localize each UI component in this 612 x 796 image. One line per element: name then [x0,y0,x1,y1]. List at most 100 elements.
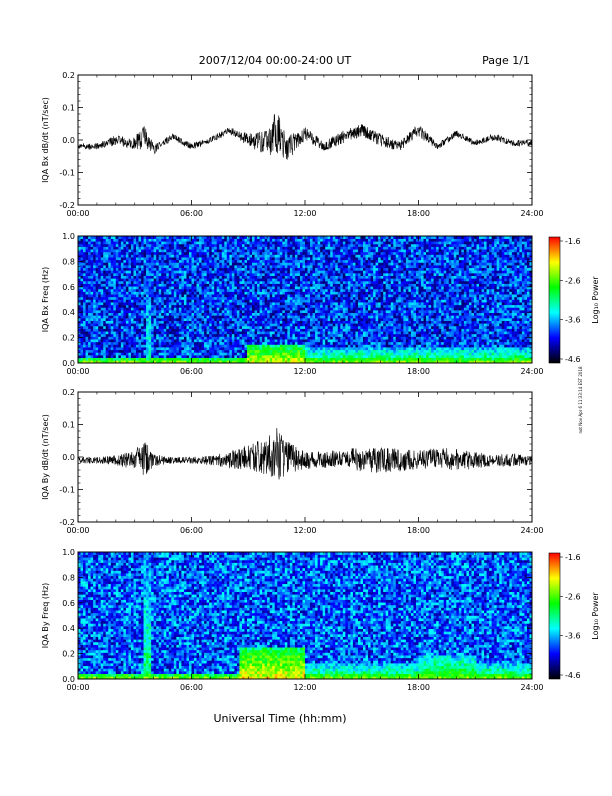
spectrogram-cell [214,305,217,308]
spectrogram-cell [156,292,159,295]
spectrogram-cell [234,297,237,300]
spectrogram-cell [113,270,116,273]
spectrogram-cell [292,344,295,347]
spectrogram-cell [169,355,172,358]
spectrogram-cell [151,302,154,305]
spectrogram-cell [277,260,280,263]
spectrogram-cell [280,334,283,337]
spectrogram-cell [116,302,119,305]
spectrogram-cell [113,352,116,355]
spectrogram-cell [207,255,210,258]
spectrogram-cell [181,265,184,268]
spectrogram-cell [126,265,129,268]
spectrogram-cell [250,278,253,281]
spectrogram-cell [164,249,167,252]
spectrogram-cell [318,247,321,250]
spectrogram-cell [224,342,227,345]
spectrogram-cell [159,326,162,329]
spectrogram-cell [325,302,328,305]
spectrogram-cell [257,321,260,324]
spectrogram-cell [121,268,124,271]
spectrogram-cell [161,257,164,260]
spectrogram-cell [207,289,210,292]
spectrogram-cell [131,358,134,361]
spectrogram-cell [81,289,84,292]
spectrogram-cell [330,273,333,276]
spectrogram-cell [313,352,316,355]
spectrogram-cell [128,252,131,255]
spectrogram-cell [212,247,215,250]
spectrogram-cell [328,310,331,313]
spectrogram-cell [164,326,167,329]
spectrogram-cell [169,273,172,276]
spectrogram-cell [202,355,205,358]
spectrogram-cell [234,350,237,353]
spectrogram-cell [325,307,328,310]
spectrogram-cell [275,334,278,337]
spectrogram-cell [217,358,220,361]
spectrogram-cell [93,286,96,289]
spectrogram-cell [295,300,298,303]
spectrogram-cell [244,350,247,353]
spectrogram-cell [308,247,311,250]
spectrogram-cell [151,257,154,260]
spectrogram-cell [277,313,280,316]
spectrogram-cell [315,315,318,318]
spectrogram-cell [166,241,169,244]
spectrogram-cell [126,249,129,252]
spectrogram-cell [181,244,184,247]
spectrogram-cell [131,305,134,308]
spectrogram-cell [144,337,147,340]
spectrogram-cell [214,260,217,263]
spectrogram-cell [121,281,124,284]
spectrogram-cell [234,241,237,244]
spectrogram-cell [103,307,106,310]
spectrogram-cell [166,294,169,297]
spectrogram-cell [131,289,134,292]
spectrogram-cell [133,358,136,361]
spectrogram-cell [333,305,336,308]
spectrogram-cell [270,247,273,250]
spectrogram-cell [184,323,187,326]
spectrogram-cell [234,337,237,340]
spectrogram-cell [98,289,101,292]
spectrogram-cell [295,289,298,292]
spectrogram-cell [108,247,111,250]
spectrogram-cell [146,260,149,263]
spectrogram-cell [300,310,303,313]
spectrogram-cell [212,310,215,313]
spectrogram-cell [313,344,316,347]
spectrogram-cell [207,331,210,334]
spectrogram-cell [118,321,121,324]
spectrogram-cell [255,252,258,255]
spectrogram-cell [86,323,89,326]
spectrogram-cell [146,302,149,305]
spectrogram-cell [174,307,177,310]
spectrogram-cell [260,284,263,287]
spectrogram-cell [222,286,225,289]
spectrogram-cell [285,337,288,340]
spectrogram-cell [265,260,268,263]
spectrogram-cell [315,249,318,252]
spectrogram-cell [161,252,164,255]
spectrogram-cell [214,252,217,255]
spectrogram-cell [159,276,162,279]
spectrogram-cell [146,292,149,295]
spectrogram-cell [244,331,247,334]
spectrogram-cell [260,350,263,353]
spectrogram-cell [169,297,172,300]
spectrogram-cell [171,331,174,334]
x-tick-label: 18:00 [407,209,430,218]
spectrogram-cell [133,239,136,242]
spectrogram-cell [275,249,278,252]
spectrogram-cell [282,326,285,329]
spectrogram-cell [302,344,305,347]
spectrogram-cell [184,300,187,303]
spectrogram-cell [207,347,210,350]
spectrogram-cell [164,344,167,347]
spectrogram-cell [252,247,255,250]
spectrogram-cell [300,302,303,305]
spectrogram-cell [310,358,313,361]
spectrogram-cell [308,321,311,324]
spectrogram-cell [164,255,167,258]
